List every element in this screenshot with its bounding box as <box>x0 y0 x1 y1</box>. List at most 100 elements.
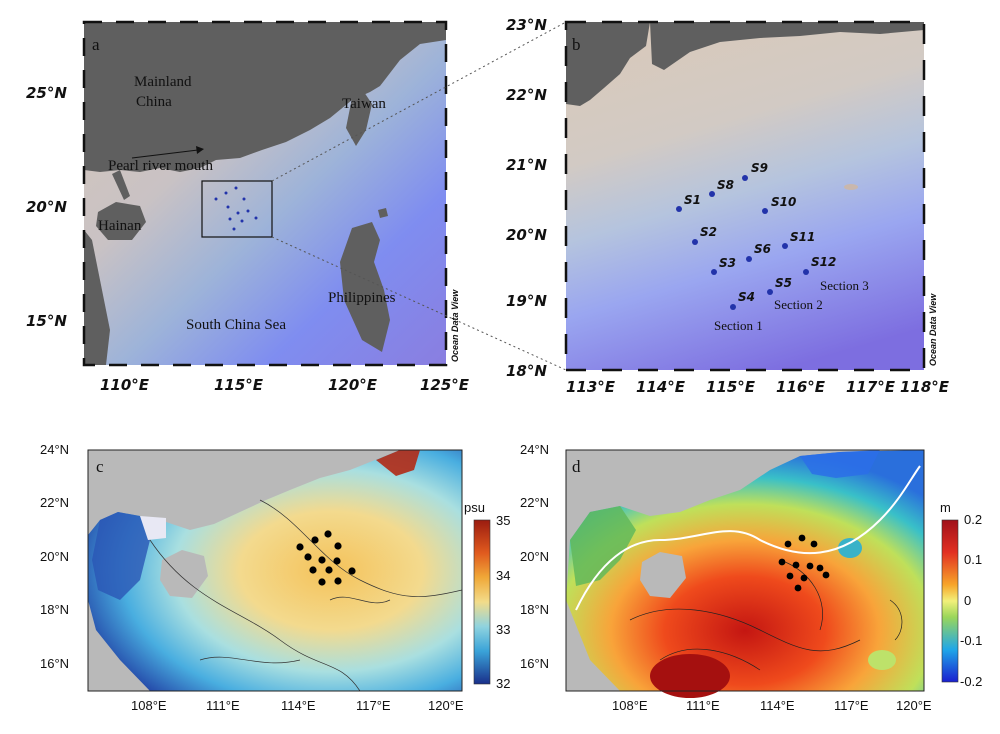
panel-b-shoal <box>844 184 858 190</box>
panel-c-contours <box>149 499 463 692</box>
panel-a-luzon <box>340 222 390 352</box>
panel-a: a Mainland China Taiwan Pearl river mout… <box>26 20 470 394</box>
d-cb-0.2: 0.2 <box>964 512 982 527</box>
c-lat-20: 20°N <box>40 549 69 564</box>
d-lat-18: 18°N <box>520 602 549 617</box>
panel-c-hainan <box>160 550 208 598</box>
label-s8: S8 <box>717 178 734 192</box>
d-lat-20: 20°N <box>520 549 549 564</box>
b-lon-118: 118°E <box>900 378 950 396</box>
panel-d-coastal-green <box>570 506 636 586</box>
c-lat-24: 24°N <box>40 442 69 457</box>
panel-c-letter: c <box>96 457 104 476</box>
place-china: China <box>136 94 172 110</box>
panel-d-frame <box>565 449 925 692</box>
panel-c-guangdong-notch <box>140 516 166 540</box>
panel-c-stations <box>296 530 356 586</box>
panel-a-odv-watermark: Ocean Data View <box>450 289 460 362</box>
c-cb-35: 35 <box>496 513 510 528</box>
panel-d-zero-contour <box>575 465 921 611</box>
panel-b-frame <box>564 20 926 372</box>
a-lon-120: 120°E <box>328 376 378 394</box>
panel-d-hainan <box>640 552 686 598</box>
label-s10: S10 <box>771 195 796 209</box>
a-lat-20: 20°N <box>26 198 67 216</box>
panel-b-odv-watermark: Ocean Data View <box>928 293 938 366</box>
panel-c-colorbar <box>473 519 491 685</box>
panel-a-taiwan <box>346 92 372 146</box>
station-s1 <box>676 206 682 212</box>
panel-a-study-box <box>201 180 273 238</box>
c-lat-22: 22°N <box>40 495 69 510</box>
station-s4 <box>730 304 736 310</box>
panel-d-colorbar <box>941 519 959 683</box>
station-s11 <box>782 243 788 249</box>
station-s6 <box>746 256 752 262</box>
c-lon-114: 114°E <box>281 698 316 713</box>
c-lat-18: 18°N <box>40 602 69 617</box>
panel-a-islands <box>378 208 388 218</box>
d-lon-120: 120°E <box>896 698 932 713</box>
d-cb-0: 0 <box>964 593 971 608</box>
panel-c-salinity-field <box>88 450 462 691</box>
panel-d-contours <box>629 559 903 671</box>
station-s9 <box>742 175 748 181</box>
b-lat-22: 22°N <box>506 86 547 104</box>
panel-b-land-2 <box>650 22 924 70</box>
b-lon-116: 116°E <box>776 378 826 396</box>
panel-a-station-dots <box>214 186 258 231</box>
c-lon-108: 108°E <box>131 698 167 713</box>
station-s2 <box>692 239 698 245</box>
d-lon-108: 108°E <box>612 698 648 713</box>
label-s11: S11 <box>790 230 815 244</box>
panel-d-letter: d <box>572 457 581 476</box>
label-s1: S1 <box>684 193 701 207</box>
label-s6: S6 <box>754 242 771 256</box>
station-s5 <box>767 289 773 295</box>
c-cb-32: 32 <box>496 676 510 691</box>
a-lon-125: 125°E <box>420 376 470 394</box>
zoom-connector-top <box>271 21 567 182</box>
b-lat-23: 23°N <box>506 16 547 34</box>
panel-d-sla-field <box>566 450 924 691</box>
d-cb-neg0.1: -0.1 <box>960 633 982 648</box>
label-s3: S3 <box>719 256 736 270</box>
label-s9: S9 <box>751 161 768 175</box>
panel-d-ne-blue <box>800 450 880 478</box>
b-lat-20: 20°N <box>506 226 547 244</box>
label-s2: S2 <box>700 225 717 239</box>
d-lon-111: 111°E <box>686 698 720 713</box>
d-cb-0.1: 0.1 <box>964 552 982 567</box>
panel-d-green-eddy <box>868 650 896 670</box>
d-lat-22: 22°N <box>520 495 549 510</box>
panel-a-hainan <box>96 202 146 240</box>
station-s3 <box>711 269 717 275</box>
place-pearl-river-mouth: Pearl river mouth <box>108 158 213 174</box>
c-lon-120: 120°E <box>428 698 464 713</box>
panel-d: d 24°N 22°N 20°N 18°N 16°N 108°E 111°E 1… <box>520 442 982 713</box>
panel-b-letter: b <box>572 35 581 54</box>
b-lat-19: 19°N <box>506 292 547 310</box>
place-taiwan: Taiwan <box>342 96 386 112</box>
b-lat-21: 21°N <box>506 156 547 174</box>
station-s10 <box>762 208 768 214</box>
panel-b-stations <box>676 175 809 310</box>
label-s12: S12 <box>811 255 836 269</box>
panel-d-core-high <box>650 654 730 698</box>
place-hainan: Hainan <box>98 218 142 234</box>
c-lon-117: 117°E <box>356 698 391 713</box>
b-lon-117: 117°E <box>846 378 896 396</box>
zoom-connector-bottom <box>271 236 567 371</box>
panel-b-sea <box>566 22 924 370</box>
panel-c-frame <box>87 449 463 692</box>
b-lon-115: 115°E <box>706 378 756 396</box>
panel-d-stations <box>778 534 830 592</box>
pearl-river-arrow <box>131 149 199 159</box>
section-2-label: Section 2 <box>774 297 823 312</box>
station-s8 <box>709 191 715 197</box>
d-cb-neg0.2: -0.2 <box>960 674 982 689</box>
panel-a-mainland <box>84 22 446 172</box>
panel-c-coastal-blue <box>92 512 150 600</box>
c-lat-16: 16°N <box>40 656 69 671</box>
